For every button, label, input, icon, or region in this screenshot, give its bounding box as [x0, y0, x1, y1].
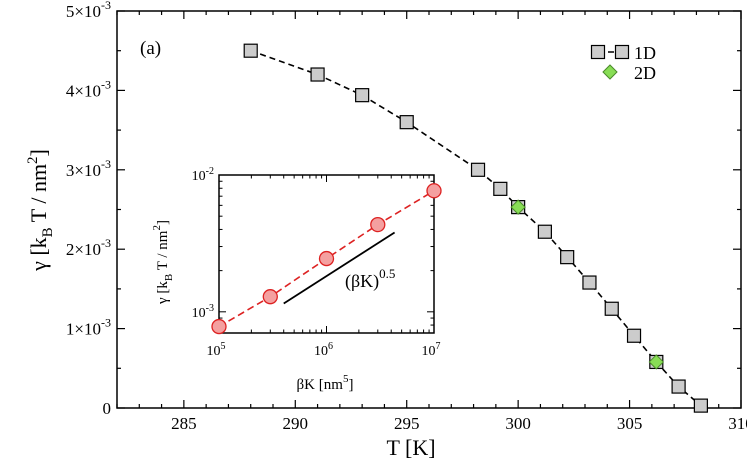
y-label-main: γ [k — [26, 237, 51, 272]
inset-y-label-close: ] — [155, 220, 171, 225]
y-tick-label-base: 5×10 — [66, 2, 101, 21]
y-tick-label-exp: -3 — [101, 0, 111, 12]
x-tick-label: 305 — [617, 414, 643, 433]
y-tick-label-base: 0 — [103, 399, 112, 418]
y-tick-label: 1×10-3 — [66, 316, 111, 339]
y-label-sub: B — [40, 227, 56, 237]
y-tick-label: 4×10-3 — [66, 77, 111, 100]
y-axis-label: γ [kB T / nm2] — [25, 149, 56, 272]
x-tick-label: 295 — [394, 414, 420, 433]
marker-1d — [470, 162, 486, 177]
inset-y-label-sub: B — [163, 274, 175, 281]
marker-1d — [310, 67, 325, 82]
x-axis-label: T [K] — [386, 435, 435, 460]
y-tick-label: 3×10-3 — [66, 157, 111, 180]
main-tick-labels: 28529029530030531001×10-32×10-33×10-34×1… — [66, 0, 747, 433]
inset-y-tick-label-exp: -2 — [206, 166, 214, 177]
legend-2d-label: 2D — [634, 63, 656, 83]
marker-2d — [510, 199, 526, 215]
x-tick-label: 300 — [505, 414, 531, 433]
inset-annotation: (βK)0.5 — [345, 266, 395, 292]
marker-1d — [355, 88, 370, 103]
marker-2d — [648, 354, 665, 370]
legend: 1D 2D — [590, 43, 656, 83]
inset-y-label-sup: 2 — [151, 225, 163, 231]
inset-y-tick-label-base: 10 — [192, 306, 206, 321]
inset-y-tick-label-base: 10 — [192, 169, 206, 184]
inset-y-tick-label: 10-3 — [192, 303, 214, 321]
inset-y-label-rest: T / nm — [155, 230, 171, 274]
marker-1d — [537, 224, 552, 239]
main-chart: 28529029530030531001×10-32×10-33×10-34×1… — [25, 0, 747, 460]
panel-label: (a) — [140, 38, 161, 59]
y-tick-label-exp: -3 — [101, 236, 111, 250]
marker-1d — [582, 275, 597, 290]
inset-x-tick-label-base: 10 — [314, 344, 328, 359]
inset-x-tick-label: 106 — [314, 341, 333, 359]
y-tick-label-exp: -3 — [101, 316, 111, 330]
marker-1d — [671, 379, 686, 394]
marker-1d — [493, 181, 508, 196]
marker-1d — [693, 398, 708, 413]
svg-text:γ [kB T / nm2]: γ [kB T / nm2] — [151, 220, 175, 305]
inset-y-axis-label: γ [kB T / nm2] — [151, 220, 175, 305]
main-ticks — [116, 10, 742, 409]
inset-markers — [211, 183, 442, 335]
legend-1d-label: 1D — [634, 43, 656, 63]
marker-1d — [560, 250, 575, 265]
inset-annotation-exp: 0.5 — [379, 266, 395, 281]
y-label-close: ] — [26, 149, 51, 156]
marker-1d — [243, 43, 258, 58]
inset-x-axis-label: βK [nm5] — [297, 373, 354, 393]
marker-1d — [626, 328, 642, 343]
y-tick-label-base: 3×10 — [66, 161, 101, 180]
inset-marker — [370, 216, 386, 233]
inset-x-tick-label-base: 10 — [207, 344, 221, 359]
y-tick-label: 5×10-3 — [66, 0, 111, 21]
x-tick-label: 290 — [283, 414, 309, 433]
svg-text:γ [kB T / nm2]: γ [kB T / nm2] — [25, 149, 56, 272]
inset-x-tick-label-exp: 6 — [328, 341, 333, 352]
marker-1d — [604, 301, 619, 316]
y-tick-label-base: 2×10 — [66, 240, 101, 259]
inset-x-tick-label-exp: 5 — [221, 341, 226, 352]
inset-x-tick-label: 107 — [422, 341, 441, 359]
inset-x-tick-label: 105 — [207, 341, 226, 359]
y-label-sup: 2 — [25, 156, 41, 164]
inset-marker — [426, 183, 442, 199]
y-tick-label: 0 — [103, 399, 112, 418]
inset-y-tick-label-exp: -3 — [206, 303, 214, 314]
y-tick-label-exp: -3 — [101, 77, 111, 91]
inset-x-label-sup: 5 — [343, 373, 349, 385]
legend-1d-marker-right — [614, 44, 630, 60]
inset-x-label-main: βK [nm — [297, 377, 344, 393]
inset-annotation-base: (βK) — [345, 271, 379, 292]
inset-marker — [262, 289, 278, 305]
y-label-rest: T / nm — [26, 164, 51, 227]
y-tick-label-base: 4×10 — [66, 81, 101, 100]
inset-x-tick-label-exp: 7 — [436, 341, 441, 352]
inset-x-label-close: ] — [348, 377, 353, 393]
x-tick-label: 310 — [728, 414, 747, 433]
main-markers — [243, 43, 708, 413]
inset-marker — [318, 250, 335, 267]
legend-2d-marker — [602, 64, 618, 80]
inset-marker — [211, 318, 227, 335]
inset-y-label-main: γ [k — [155, 281, 171, 305]
y-tick-label: 2×10-3 — [66, 236, 111, 259]
inset-x-tick-label-base: 10 — [422, 344, 436, 359]
y-tick-label-exp: -3 — [101, 157, 111, 171]
x-tick-label: 285 — [171, 414, 197, 433]
y-tick-label-base: 1×10 — [66, 320, 101, 339]
inset-y-tick-label: 10-2 — [192, 166, 214, 184]
legend-1d-marker-left — [590, 44, 606, 60]
inset-power-law-line — [283, 231, 396, 305]
marker-1d — [399, 115, 414, 130]
